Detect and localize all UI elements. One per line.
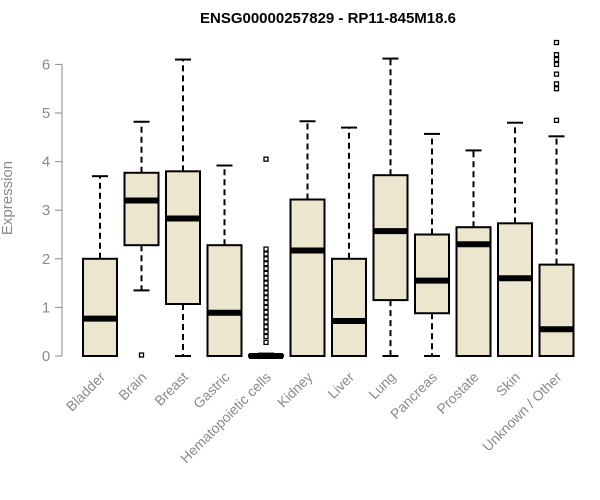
- box-unknown-other: [538, 39, 575, 357]
- box-breast: [165, 58, 201, 357]
- outlier-point: [263, 304, 269, 311]
- outlier-point: [263, 309, 269, 315]
- outlier-point: [263, 319, 269, 325]
- box-gastric: [206, 164, 243, 357]
- outlier-point: [263, 156, 269, 162]
- x-tick-label: Prostate: [433, 369, 481, 417]
- outlier-point: [263, 314, 269, 320]
- outlier-point: [263, 329, 269, 335]
- x-tick-label: Unknown / Other: [479, 369, 565, 455]
- box-prostate: [455, 149, 492, 357]
- outlier-point: [263, 265, 269, 272]
- outlier-point: [263, 270, 269, 277]
- x-tick-label: Kidney: [274, 369, 316, 411]
- iqr-box: [206, 244, 243, 357]
- box-lung: [372, 57, 409, 357]
- x-tick-label: Brain: [115, 369, 149, 403]
- outlier-point: [553, 61, 560, 68]
- outlier-point: [553, 39, 560, 46]
- outlier-point: [263, 280, 269, 286]
- outlier-point: [263, 295, 269, 301]
- outlier-point: [263, 290, 269, 296]
- outlier-point: [263, 246, 269, 252]
- x-tick-label: Lung: [365, 369, 398, 402]
- box-bladder: [82, 175, 118, 357]
- y-axis: 0 1 2 3 4 5 6: [42, 56, 63, 365]
- y-tick-label: 6: [42, 56, 50, 73]
- box-liver: [331, 126, 367, 357]
- outlier-point: [553, 86, 560, 92]
- iqr-box: [372, 174, 409, 302]
- box-kidney: [289, 120, 326, 357]
- iqr-box: [538, 263, 575, 357]
- y-tick-label: 5: [42, 105, 50, 122]
- outlier-point: [263, 251, 269, 257]
- x-tick-label: Skin: [493, 369, 524, 400]
- outlier-point: [263, 299, 269, 306]
- outlier-point: [263, 261, 269, 267]
- outlier-point: [263, 285, 269, 291]
- outlier-point: [553, 52, 560, 58]
- outlier-point: [263, 339, 269, 346]
- iqr-box: [123, 171, 160, 247]
- y-tick-label: 3: [42, 202, 50, 219]
- outlier-point: [263, 256, 269, 262]
- chart-title: ENSG00000257829 - RP11-845M18.6: [200, 10, 456, 27]
- outlier-point: [263, 324, 269, 330]
- iqr-box: [289, 198, 326, 357]
- x-tick-label: Liver: [324, 369, 357, 402]
- outlier-point: [138, 352, 145, 358]
- y-tick-label: 1: [42, 299, 50, 316]
- y-tick-label: 0: [42, 348, 50, 365]
- iqr-box: [497, 222, 533, 357]
- iqr-box: [82, 257, 118, 357]
- iqr-box: [455, 226, 492, 357]
- boxes-group: [82, 39, 575, 359]
- box-pancreas: [414, 132, 450, 357]
- box-skin: [497, 121, 533, 357]
- iqr-box: [165, 170, 201, 305]
- y-tick-label: 4: [42, 154, 50, 171]
- y-tick-label: 2: [42, 251, 50, 268]
- outlier-point: [553, 56, 560, 63]
- outlier-point: [263, 275, 269, 281]
- iqr-box: [331, 257, 367, 357]
- x-tick-label: Bladder: [63, 369, 109, 415]
- outlier-point: [553, 81, 560, 87]
- y-axis-label: Expression: [0, 161, 16, 235]
- outlier-point: [553, 71, 560, 77]
- outlier-point: [263, 333, 269, 340]
- box-brain: [123, 120, 160, 358]
- iqr-box: [414, 233, 450, 315]
- outlier-point: [553, 117, 560, 123]
- x-tick-label: Breast: [151, 369, 191, 409]
- box-hematopoietic-cells: [248, 156, 284, 359]
